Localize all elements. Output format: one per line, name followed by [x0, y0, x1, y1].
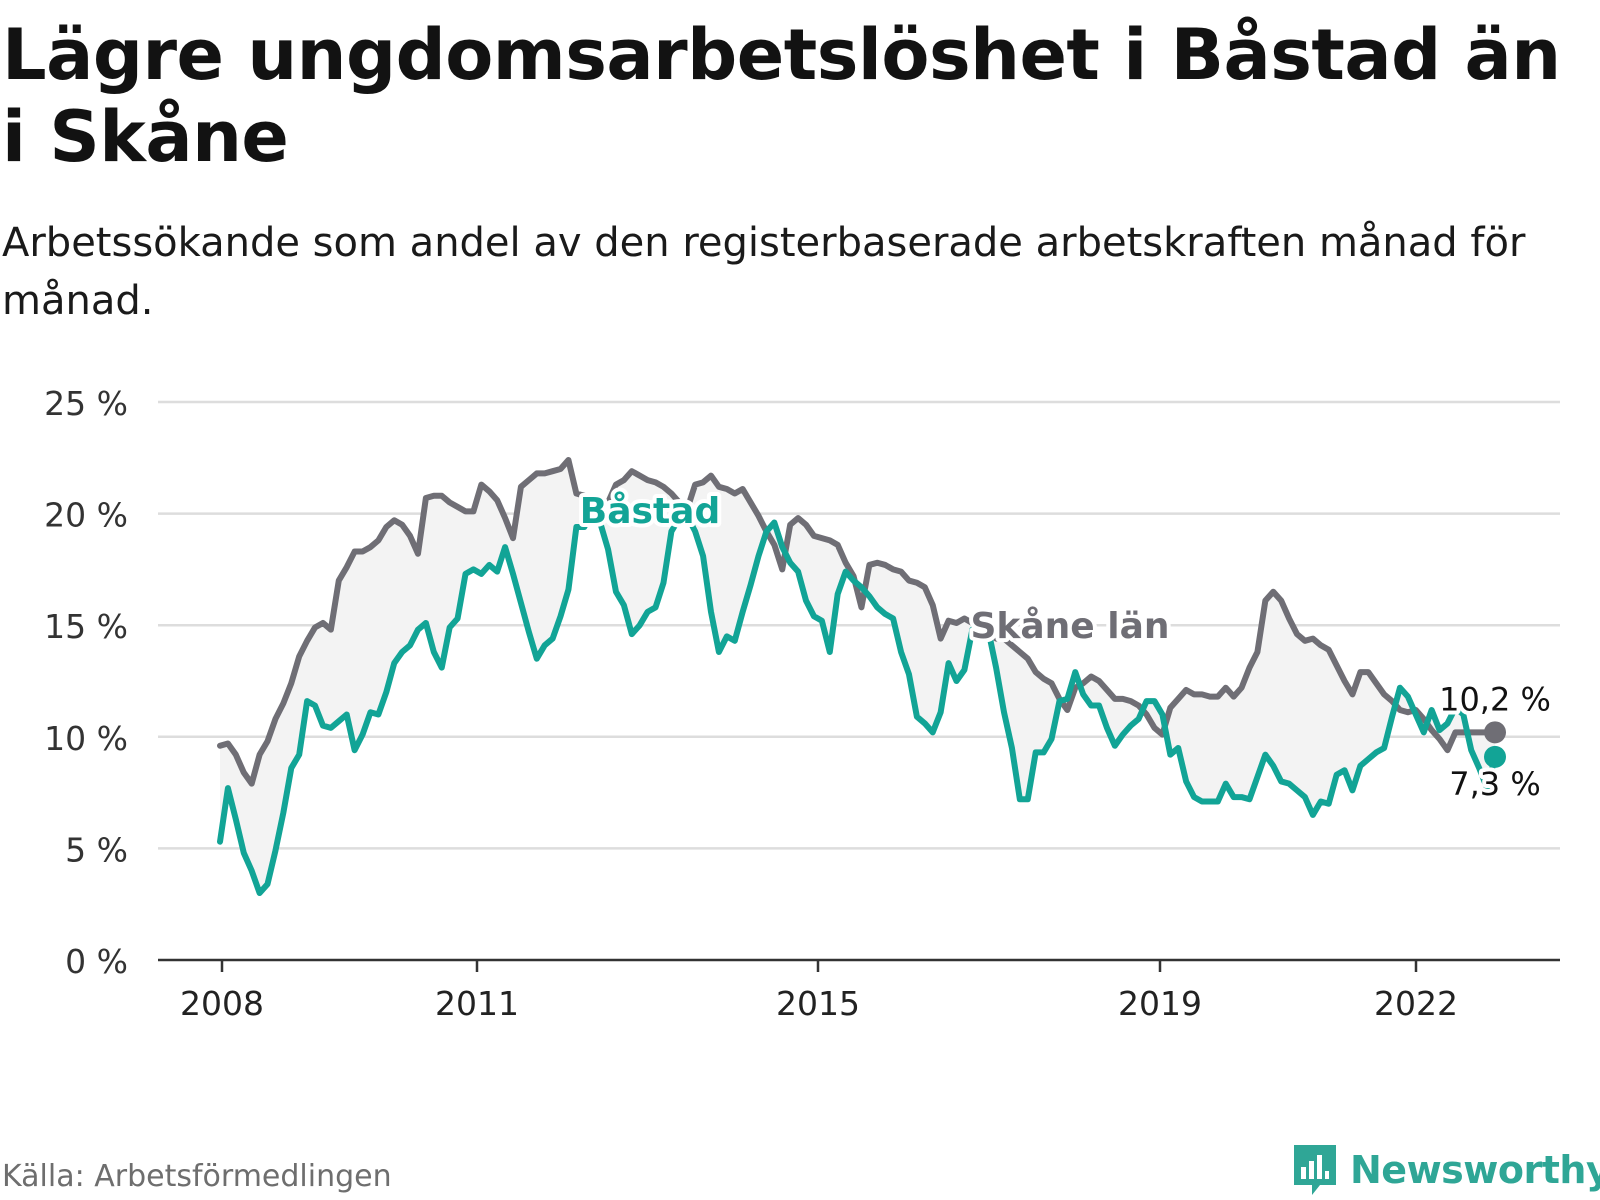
x-tick-label: 2019: [1118, 984, 1202, 1020]
y-tick-label: 10 %: [44, 719, 128, 758]
series-label-skane-halo: Skåne län: [970, 606, 1169, 647]
brand-logo: Newsworthy: [1290, 1140, 1600, 1200]
series-label-skane: Skåne län: [970, 606, 1169, 647]
end-value-bastad-halo: 7,3 %: [1449, 765, 1540, 803]
end-value-skane-halo: 10,2 %: [1439, 680, 1551, 718]
x-tick-label: 2022: [1374, 984, 1458, 1020]
y-tick-label: 0 %: [65, 942, 128, 981]
newsworthy-logo-icon: [1294, 1145, 1336, 1195]
gap-band: [220, 460, 1495, 894]
series-label-bastad: Båstad: [580, 491, 720, 532]
y-tick-label: 5 %: [65, 830, 128, 869]
y-tick-label: 20 %: [44, 496, 128, 535]
x-tick-label: 2015: [776, 984, 860, 1020]
axes: 0 % 5 % 10 % 15 % 20 % 25 % 2008 2011 2015 2019 20…: [44, 384, 1560, 1020]
end-value-skane: 10,2 %: [1439, 680, 1551, 718]
series-label-bastad-halo: Båstad: [580, 491, 720, 532]
labels: 10,2 %10,2 %7,3 %7,3 %BåstadBåstadSkåne …: [576, 487, 1555, 807]
line-chart: 0 % 5 % 10 % 15 % 20 % 25 % 2008 2011 2015 2019 20…: [44, 384, 1560, 1020]
y-tick-label: 25 %: [44, 384, 128, 423]
x-tick-label: 2011: [435, 984, 519, 1020]
series-line-skane: [217, 457, 1498, 787]
chart-subtitle: Arbetssökande som andel av den registerb…: [2, 220, 1526, 324]
series: [217, 457, 1506, 897]
end-value-bastad: 7,3 %: [1449, 765, 1540, 803]
series-line-bastad: [217, 508, 1498, 897]
chart-title: Lägre ungdomsarbetslöshet i Båstad än i …: [2, 14, 1561, 178]
end-marker-bastad: [1484, 745, 1506, 768]
end-marker-skane: [1484, 721, 1506, 744]
y-tick-label: 15 %: [44, 607, 128, 646]
source-note: Källa: Arbetsförmedlingen: [2, 1159, 392, 1194]
brand-name: Newsworthy: [1350, 1148, 1600, 1192]
x-tick-label: 2008: [180, 984, 264, 1020]
